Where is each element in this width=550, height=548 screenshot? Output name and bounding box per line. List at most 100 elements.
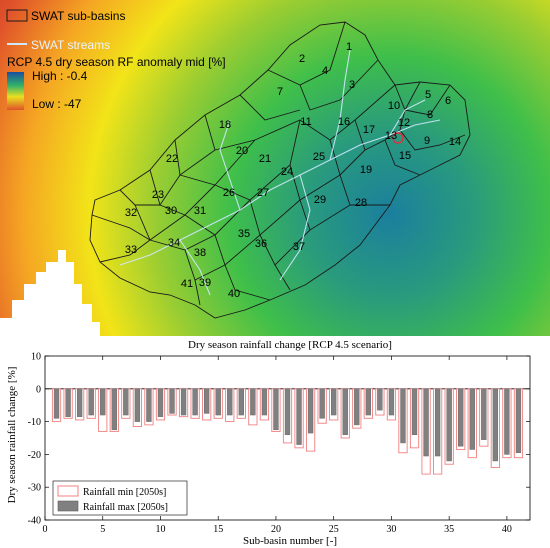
bar-rainfall-max [469,388,475,450]
bar-rainfall-max [434,388,441,457]
x-tick-label: 5 [100,524,105,535]
rainfall-change-chart: Dry season rainfall change [RCP 4.5 scen… [6,339,531,547]
basin-label: 34 [168,237,180,249]
bar-rainfall-max [515,388,522,454]
bar-rainfall-max [458,388,464,447]
basin-label: 32 [125,207,137,219]
basin-label: 13 [385,130,397,142]
y-tick-label: 0 [36,384,41,395]
stream-network [119,49,441,296]
bar-rainfall-max [423,388,429,457]
basin-label: 22 [166,153,178,165]
bar-rainfall-max [504,388,510,455]
bar-rainfall-max [446,388,452,462]
rainfall-raster [0,0,550,336]
x-tick-label: 25 [329,524,339,535]
bar-rainfall-max [307,388,314,434]
bar-rainfall-max [53,388,60,419]
x-tick-label: 30 [386,524,396,535]
sub-basin-outlines [89,21,471,319]
basin-label: 6 [445,95,451,107]
bar-rainfall-max [400,388,406,444]
bar-rainfall-max [273,388,279,431]
stream-legend-label: SWAT streams [31,38,110,52]
bar-rainfall-max [365,388,372,416]
basin-label: 2 [299,53,305,65]
bar-rainfall-max [331,388,337,416]
y-axis-label: Dry season rainfall change [%] [6,367,18,504]
bar-rainfall-max [157,388,164,417]
plot-area: 100-10-20-30-400 5 10 15 20 25 30 35 40 [28,352,531,535]
basin-label: 7 [277,86,283,98]
basin-label: 39 [199,277,211,289]
basin-label: 16 [338,116,350,128]
bar-rainfall-max [76,388,83,417]
basin-label: 40 [228,288,240,300]
basin-label: 9 [424,135,430,147]
basin-label: 19 [360,164,372,176]
basin-label: 25 [313,151,325,163]
basin-label: 36 [255,238,267,250]
no-data-region [0,250,100,336]
basin-label: 38 [194,247,206,259]
basin-label: 15 [399,150,411,162]
basin-label: 1 [346,41,352,53]
basin-label: 14 [449,136,461,148]
basin-label: 3 [349,79,355,91]
basin-label: 5 [425,89,431,101]
bar-rainfall-max [65,388,71,417]
bar-rainfall-max [377,388,383,411]
bar-rainfall-max [238,388,244,416]
bar-rainfall-max [215,388,221,416]
bar-rainfall-max [388,388,395,416]
chart-legend: Rainfall min [2050s] Rainfall max [2050s… [52,480,188,516]
bar-rainfall-max [411,388,418,435]
bar-rainfall-max [481,388,487,440]
bar-rainfall-max [192,388,198,416]
map-legend: SWAT sub-basins SWAT streams RCP 4.5 dry… [6,9,226,111]
bar-rainfall-max [180,388,187,416]
legend-high-label: High : -0.4 [32,69,88,83]
x-axis-label: Sub-basin number [-] [243,535,337,547]
bar-rainfall-max [123,388,129,416]
x-tick-label: 35 [444,524,454,535]
legend-max-swatch [57,500,79,512]
bar-rainfall-max [296,388,302,445]
y-tick-label: -20 [28,450,41,461]
basin-label: 21 [259,153,271,165]
bar-rainfall-max [319,388,325,419]
bar-rainfall-max [250,388,256,416]
basin-label: 30 [165,205,177,217]
subbasin-legend-label: SWAT sub-basins [31,9,125,23]
bar-rainfall-max [88,388,94,416]
chart-title: Dry season rainfall change [RCP 4.5 scen… [188,339,392,351]
bar-rainfall-max [169,388,175,414]
basin-label: 27 [257,187,269,199]
bar-rainfall-max [261,388,268,416]
basin-label: 26 [223,187,235,199]
x-tick-label: 40 [502,524,512,535]
basin-label: 31 [194,205,206,217]
basin-label: 29 [314,194,326,206]
y-tick-label: 10 [31,352,41,363]
basin-label: 37 [293,241,305,253]
x-tick-label: 0 [43,524,48,535]
basin-label: 10 [388,100,400,112]
legend-min-label: Rainfall min [2050s] [83,487,166,498]
x-tick-label: 15 [213,524,223,535]
legend-color-ramp [7,72,24,110]
bar-rainfall-max [134,388,141,422]
basin-label: 4 [322,65,328,77]
basin-label: 17 [363,124,375,136]
basin-label: 8 [427,109,433,121]
y-tick-label: -30 [28,483,41,494]
basin-label: 35 [238,228,250,240]
subbasin-legend-swatch [6,9,28,22]
bar-rainfall-max [203,388,210,414]
basin-label: 12 [398,117,410,129]
legend-max-label: Rainfall max [2050s] [83,502,168,513]
basin-label: 18 [219,119,231,131]
bar-rainfall-max [492,388,499,462]
